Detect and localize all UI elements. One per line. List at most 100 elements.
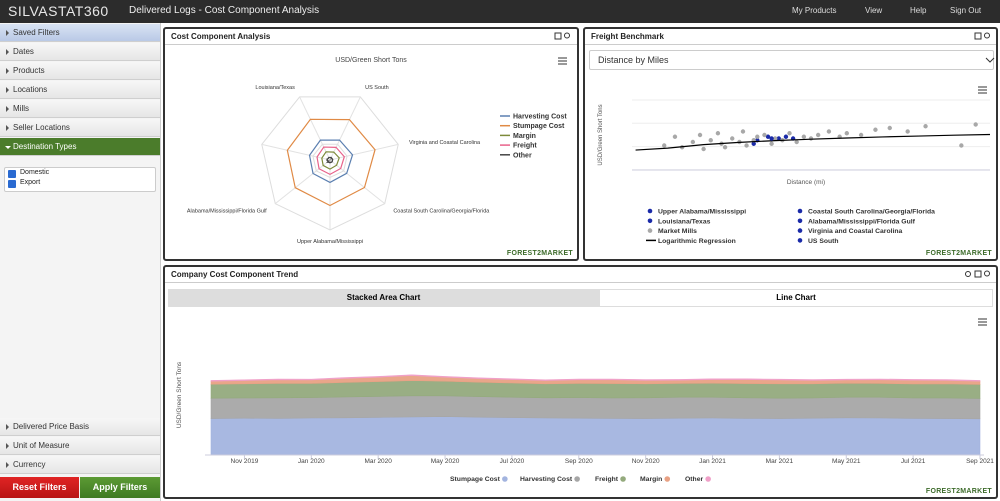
point	[662, 143, 667, 148]
tab[interactable]: Line Chart	[599, 289, 993, 307]
filter-item[interactable]: Currency	[0, 456, 160, 474]
legend-label: Virginia and Coastal Carolina	[808, 228, 903, 235]
legend-label: Freight	[595, 476, 619, 483]
filter-item[interactable]: Delivered Price Basis	[0, 418, 160, 436]
grid-outline	[261, 96, 399, 231]
legend-label: Alabama/Mississippi/Florida Gulf	[808, 218, 916, 225]
x-tick-label: Mar 2021	[766, 458, 794, 465]
legend-label: Louisiana/Texas	[658, 218, 711, 225]
legend-label: Margin	[513, 133, 536, 140]
series-polygon	[326, 156, 334, 164]
series-polygon	[321, 151, 340, 170]
area	[210, 416, 981, 456]
page-title: Delivered Logs - Cost Component Analysis	[129, 5, 320, 16]
point	[697, 132, 703, 138]
y-axis-label: USD/Green Short Tons	[176, 361, 183, 428]
filter-item[interactable]: Seller Locations	[0, 119, 160, 137]
category-label: Alabama/Mississippi/Florida Gulf	[187, 209, 267, 215]
series-polygon	[308, 139, 354, 184]
app-logo[interactable]: SILVASTAT360	[8, 3, 109, 19]
point	[801, 134, 807, 139]
point	[826, 129, 832, 134]
legend-symbol	[705, 476, 711, 482]
filter-item[interactable]: Saved Filters	[0, 24, 160, 42]
option-label: Export	[20, 179, 41, 186]
option-label: Domestic	[20, 169, 50, 176]
point	[887, 125, 892, 131]
menu-item[interactable]: View	[865, 6, 883, 15]
menu-item[interactable]: My Products	[792, 6, 837, 15]
point	[783, 134, 789, 139]
filter-item[interactable]: Locations	[0, 81, 160, 99]
legend-label: Coastal South Carolina/Georgia/Florida	[808, 209, 935, 216]
legend-symbol	[620, 476, 626, 482]
panel-icons[interactable]	[554, 32, 995, 278]
dropdown[interactable]: Distance by Miles	[589, 50, 994, 70]
grid-ring	[312, 143, 348, 179]
tab[interactable]: Stacked Area Chart	[168, 289, 599, 307]
area	[210, 374, 981, 382]
spoke	[261, 143, 331, 161]
legend-label: US South	[808, 238, 839, 245]
menu-icon[interactable]	[558, 57, 987, 326]
legend-symbol	[797, 228, 803, 233]
point	[808, 136, 814, 141]
legend-symbol	[647, 228, 653, 233]
point	[672, 134, 678, 139]
menu-item[interactable]: Help	[910, 6, 927, 15]
filter-item[interactable]: Unit of Measure	[0, 437, 160, 455]
reset-button[interactable]: Reset Filters	[0, 477, 79, 498]
point	[773, 136, 778, 141]
point	[858, 132, 864, 138]
area	[210, 395, 981, 420]
apply-button[interactable]: Apply Filters	[80, 477, 160, 498]
point	[765, 134, 771, 139]
spoke	[274, 159, 331, 205]
legend-label: Freight	[513, 143, 537, 150]
point	[762, 132, 767, 138]
top-bar: SILVASTAT360 Delivered Logs - Cost Compo…	[0, 0, 1000, 23]
filter-item[interactable]: Dates	[0, 43, 160, 61]
filter-item[interactable]: Products	[0, 62, 160, 80]
logo: FOREST2MARKET	[925, 250, 992, 257]
x-tick-label: May 2020	[431, 458, 460, 465]
point	[905, 129, 910, 134]
point	[973, 122, 978, 127]
point	[730, 136, 735, 141]
point	[787, 131, 792, 136]
legend-symbol	[647, 218, 653, 224]
x-tick-label: Jan 2020	[298, 458, 325, 465]
filter-item[interactable]: Destination Types	[0, 138, 160, 156]
legend-symbol	[797, 238, 803, 243]
logo: FOREST2MARKET	[925, 488, 992, 495]
category-label: Virginia and Coastal Carolina	[409, 140, 481, 146]
x-tick-label: May 2021	[832, 458, 861, 465]
series-polygon	[316, 146, 346, 176]
menu-item[interactable]: Sign Out	[950, 6, 982, 15]
y-axis-label: USD/Green Short Tons	[598, 104, 604, 165]
point	[959, 143, 964, 148]
category-label: Upper Alabama/Mississippi	[297, 239, 363, 245]
legend-label: Harvesting Cost	[513, 114, 567, 121]
x-tick-label: Sep 2021	[966, 458, 994, 465]
sidebar: Saved Filters Dates Products Locations Mills…	[0, 23, 161, 501]
point	[722, 145, 728, 150]
point	[755, 134, 760, 139]
legend-symbol	[574, 476, 580, 482]
spoke	[329, 159, 386, 205]
legend-label: Margin	[640, 476, 662, 483]
panel-title: Company Cost Component Trend	[165, 267, 996, 283]
point	[923, 124, 928, 129]
checkbox[interactable]	[8, 170, 16, 178]
spoke	[329, 96, 361, 161]
x-tick-label: Jul 2021	[901, 458, 926, 465]
legend-label: Stumpage Cost	[450, 476, 501, 483]
x-tick-label: Mar 2020	[364, 458, 392, 465]
point	[740, 129, 746, 134]
point	[744, 143, 749, 148]
legend-label: Stumpage Cost	[513, 123, 565, 130]
filter-item[interactable]: Mills	[0, 100, 160, 118]
checkbox[interactable]	[8, 180, 16, 188]
category-label: Louisiana/Texas	[255, 85, 295, 91]
